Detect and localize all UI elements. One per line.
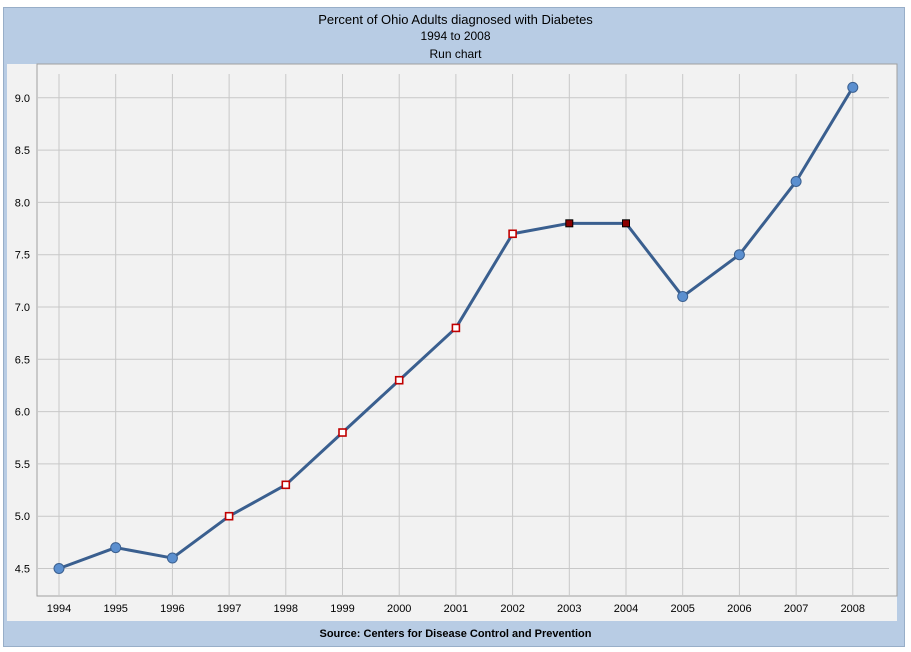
data-point-filled-square [622, 219, 630, 228]
data-point-open-square [394, 375, 404, 385]
x-tick-label: 1998 [274, 603, 298, 615]
x-tick-label: 2007 [784, 603, 808, 615]
data-point-filled-square [565, 219, 574, 228]
chart-source: Source: Centers for Disease Control and … [319, 628, 592, 640]
y-tick-label: 9.0 [15, 93, 30, 105]
x-tick-label: 1995 [103, 603, 127, 615]
y-tick-label: 4.5 [15, 564, 30, 576]
data-point-circle [166, 552, 178, 564]
chart-title: Percent of Ohio Adults diagnosed with Di… [318, 12, 593, 27]
x-tick-label: 2001 [444, 603, 468, 615]
x-tick-label: 1997 [217, 603, 241, 615]
data-point-circle [733, 249, 745, 261]
x-tick-label: 2008 [841, 603, 865, 615]
data-point-circle [110, 542, 122, 554]
chart-caption: Run chart [429, 47, 482, 61]
y-tick-label: 6.0 [15, 407, 30, 419]
y-tick-label: 6.5 [15, 354, 30, 366]
plot-area [36, 63, 898, 597]
x-tick-label: 2000 [387, 603, 411, 615]
x-tick-label: 2004 [614, 603, 638, 615]
data-point-open-square [338, 428, 347, 437]
y-tick-label: 7.5 [15, 250, 30, 262]
chart-subtitle: 1994 to 2008 [420, 29, 491, 43]
data-point-circle [53, 563, 65, 574]
x-tick-label: 1996 [160, 603, 184, 615]
x-tick-label: 2003 [557, 603, 581, 615]
data-point-circle [790, 175, 802, 187]
x-tick-label: 2002 [500, 603, 524, 615]
data-point-circle [847, 81, 859, 93]
x-tick-label: 2005 [670, 603, 694, 615]
y-tick-label: 7.0 [15, 302, 30, 314]
data-point-open-square [508, 229, 517, 239]
y-tick-label: 5.5 [15, 459, 30, 471]
x-tick-label: 1999 [330, 603, 354, 615]
y-tick-label: 8.5 [15, 145, 30, 157]
data-point-open-square [224, 511, 234, 521]
data-point-open-square [451, 323, 461, 333]
y-tick-label: 8.0 [15, 197, 30, 209]
x-tick-label: 2006 [727, 603, 751, 615]
data-point-circle [677, 291, 689, 303]
y-tick-label: 5.0 [15, 511, 30, 523]
x-tick-label: 1994 [47, 603, 71, 615]
data-point-open-square [281, 480, 291, 490]
